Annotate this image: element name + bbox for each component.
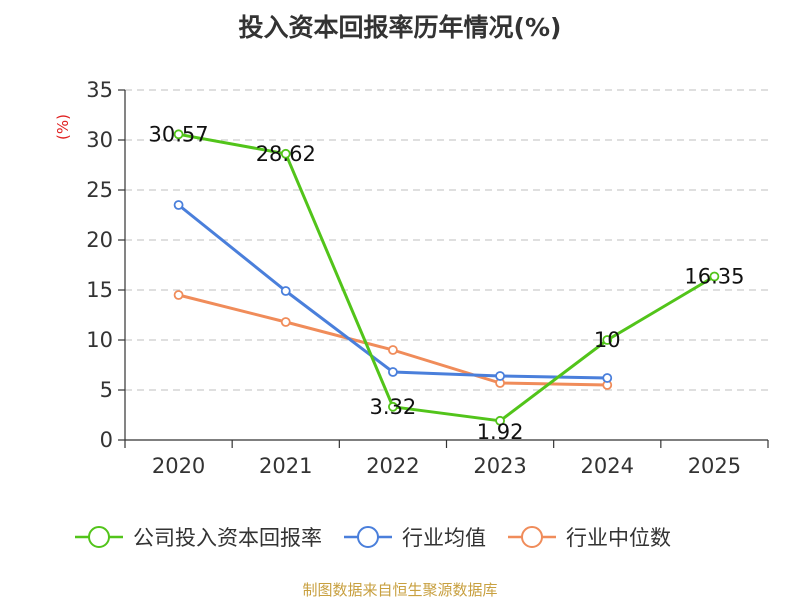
data-label: 28.62 [256, 142, 316, 166]
y-tick-label: 25 [86, 178, 113, 202]
y-tick-label: 15 [86, 278, 113, 302]
data-label: 1.92 [477, 420, 524, 444]
x-tick-label: 2023 [473, 454, 526, 478]
chart-title: 投入资本回报率历年情况(%) [239, 13, 562, 42]
series-0 [173, 129, 720, 426]
x-tick-label: 2022 [366, 454, 419, 478]
data-point[interactable] [495, 415, 505, 426]
legend-label: 行业中位数 [566, 526, 671, 550]
legend-marker [357, 526, 379, 548]
data-point[interactable] [280, 148, 291, 159]
data-point[interactable] [173, 129, 184, 140]
data-label: 16.35 [684, 265, 744, 289]
data-point[interactable] [709, 271, 720, 282]
y-tick-label: 20 [86, 228, 113, 252]
data-label: 10 [594, 328, 621, 352]
series-2 [173, 290, 613, 390]
y-axis-unit: (%) [54, 114, 72, 140]
data-point[interactable] [280, 317, 291, 327]
legend-item[interactable]: 公司投入资本回报率 [75, 526, 322, 550]
legend-marker [521, 526, 543, 548]
x-tick-label: 2025 [688, 454, 741, 478]
data-point[interactable] [388, 345, 398, 355]
y-tick-label: 10 [86, 328, 113, 352]
data-point[interactable] [388, 367, 398, 377]
legend-marker [88, 526, 110, 548]
data-point[interactable] [602, 373, 613, 383]
data-point[interactable] [173, 200, 184, 210]
y-tick-label: 30 [86, 128, 113, 152]
series-line [177, 132, 716, 423]
legend[interactable]: 公司投入资本回报率 行业均值 行业中位数 [75, 526, 671, 550]
x-tick-label: 2020 [152, 454, 205, 478]
series-lines [173, 129, 720, 426]
legend-item[interactable]: 行业中位数 [508, 526, 671, 550]
data-label: 30.57 [149, 122, 209, 146]
source-note: 制图数据来自恒生聚源数据库 [302, 581, 497, 599]
data-point[interactable] [495, 371, 505, 381]
data-point[interactable] [602, 335, 613, 345]
legend-item[interactable]: 行业均值 [344, 526, 486, 550]
y-tick-label: 0 [100, 428, 113, 452]
x-tick-label: 2021 [259, 454, 312, 478]
y-tick-label: 35 [86, 78, 113, 102]
series-1 [173, 200, 613, 383]
data-label: 3.32 [370, 395, 417, 419]
legend-label: 公司投入资本回报率 [133, 526, 322, 550]
data-point[interactable] [280, 286, 291, 296]
data-point[interactable] [388, 401, 398, 412]
y-tick-label: 5 [100, 378, 113, 402]
legend-label: 行业均值 [402, 526, 486, 550]
x-tick-label: 2024 [581, 454, 634, 478]
data-point[interactable] [173, 290, 184, 300]
data-labels: 30.57 28.62 3.32 1.92 10 16.35 [149, 122, 745, 444]
